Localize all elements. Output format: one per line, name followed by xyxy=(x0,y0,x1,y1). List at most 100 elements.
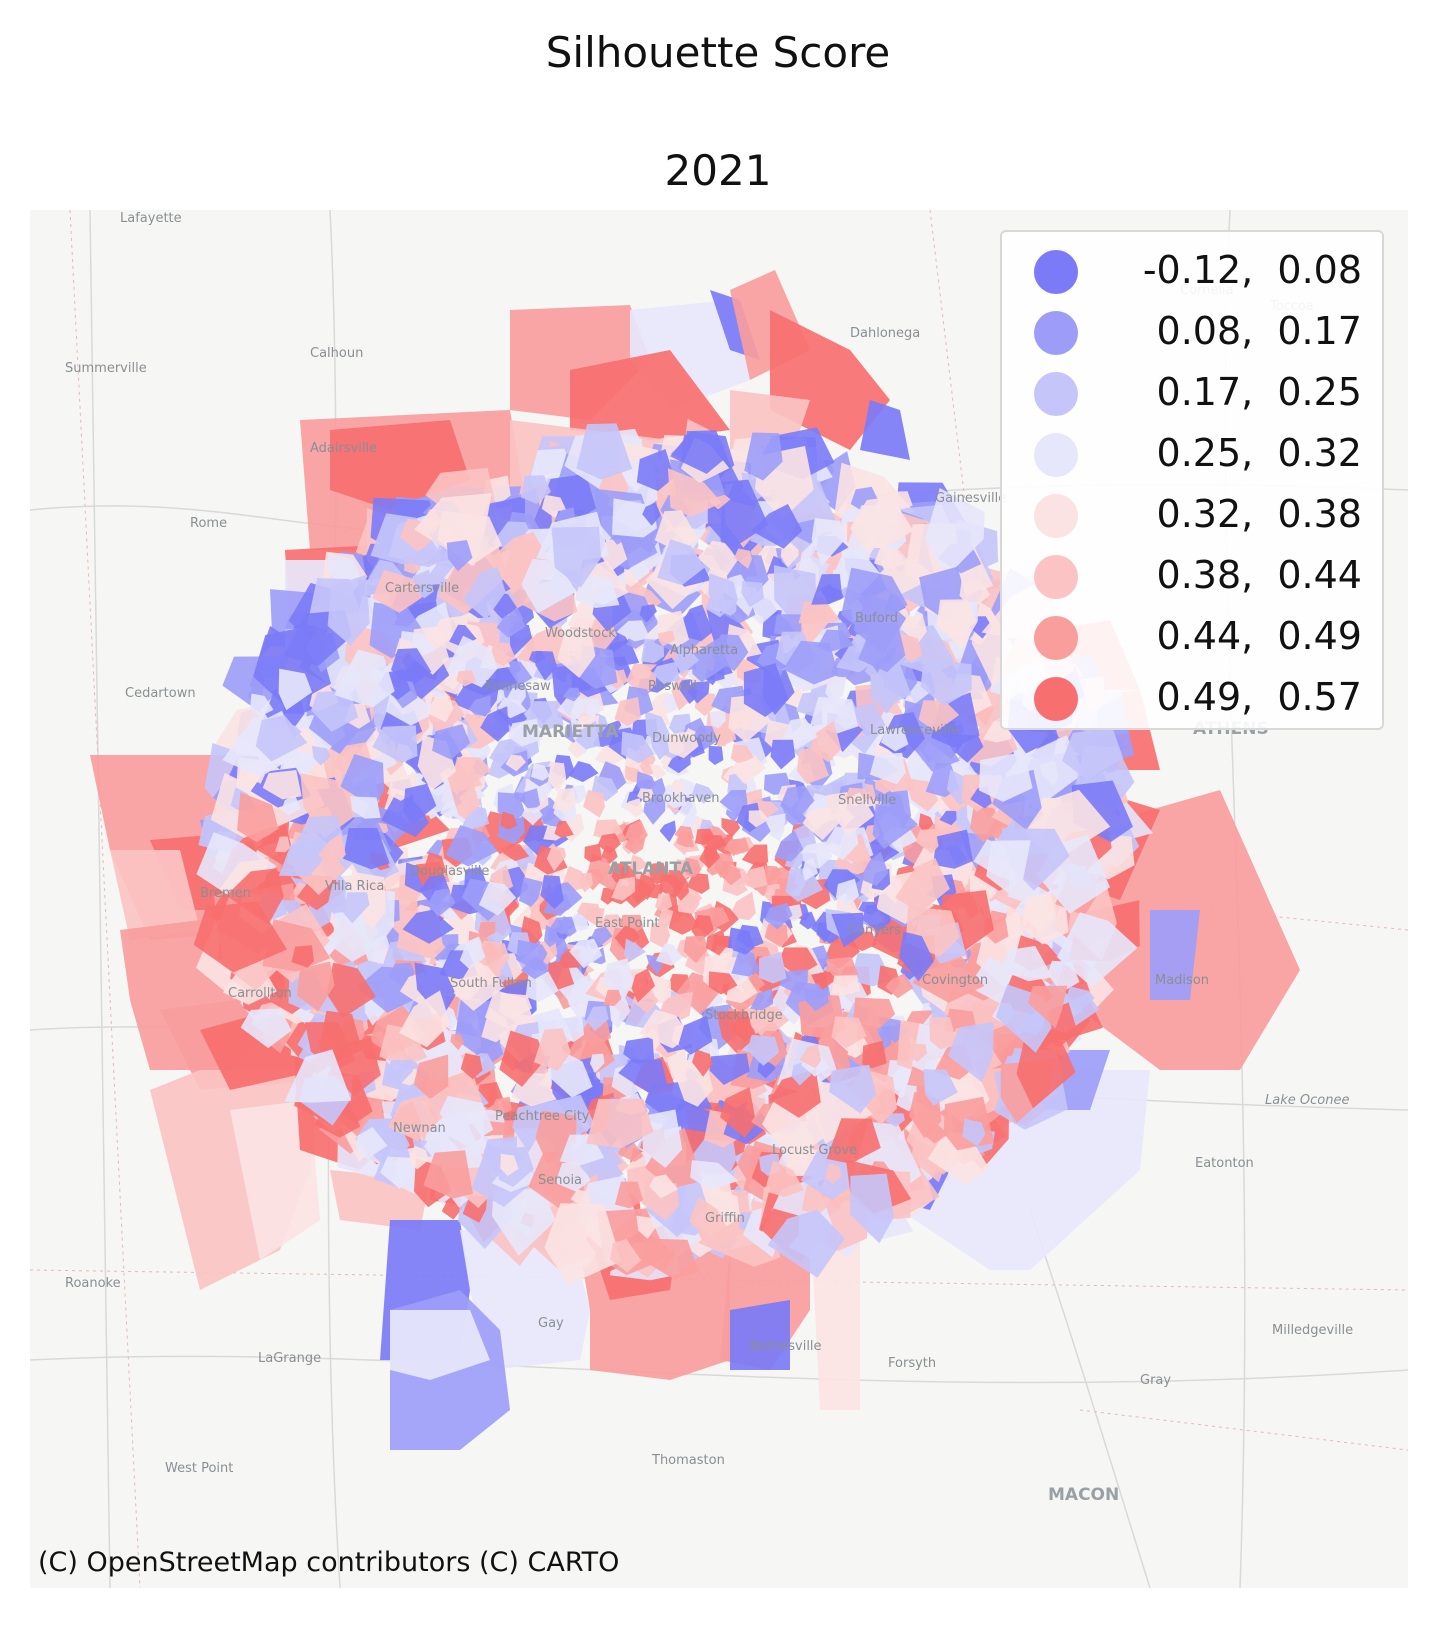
census-tract xyxy=(706,929,726,956)
census-tract xyxy=(437,545,507,615)
census-tract xyxy=(500,1153,519,1177)
census-tract xyxy=(655,943,683,966)
place-label: Villa Rica xyxy=(325,879,384,894)
census-tract xyxy=(530,763,550,781)
census-tract xyxy=(799,911,817,930)
legend-label: 0.17, 0.25 xyxy=(1144,370,1362,414)
census-tract xyxy=(923,1069,958,1106)
census-tract xyxy=(650,736,672,761)
census-tract xyxy=(520,788,541,812)
legend-swatch xyxy=(1034,677,1078,721)
census-tract xyxy=(327,574,370,646)
census-tract xyxy=(256,823,293,865)
census-tract xyxy=(638,872,656,901)
census-tract xyxy=(764,883,782,905)
census-tract xyxy=(659,820,676,843)
census-tract xyxy=(496,615,526,638)
census-tract xyxy=(829,1064,876,1114)
census-tract xyxy=(618,1059,668,1093)
census-tract xyxy=(1016,1033,1076,1109)
census-tract xyxy=(741,581,764,608)
place-label: Roswell xyxy=(648,679,697,694)
census-tract xyxy=(468,695,491,719)
census-tract xyxy=(880,727,909,752)
place-label: Lafayette xyxy=(120,211,182,226)
region xyxy=(230,1100,320,1260)
census-tract xyxy=(649,922,671,949)
census-tract xyxy=(686,873,710,894)
place-label: Gainesville xyxy=(935,491,1006,506)
place-label: Gray xyxy=(1140,1373,1171,1388)
legend-swatch xyxy=(1034,250,1078,294)
census-tract xyxy=(614,925,640,951)
census-tract xyxy=(642,502,661,526)
map-subtitle: 2021 xyxy=(664,146,772,195)
census-tract xyxy=(831,1016,867,1049)
census-tract xyxy=(770,1068,821,1118)
census-tract xyxy=(624,837,646,855)
census-tract xyxy=(691,915,714,943)
place-label: Alpharetta xyxy=(670,643,738,658)
census-tract xyxy=(777,1132,795,1149)
census-tract xyxy=(1000,945,1053,982)
census-tract xyxy=(291,945,314,968)
census-tract xyxy=(576,902,602,922)
census-tract xyxy=(689,1196,728,1237)
census-tract xyxy=(281,795,302,816)
census-tract xyxy=(666,870,687,892)
census-tract xyxy=(631,968,656,1003)
census-tract xyxy=(540,875,564,910)
region xyxy=(110,850,200,940)
census-tract xyxy=(780,785,815,821)
census-tract xyxy=(762,813,786,842)
census-tract xyxy=(311,690,359,732)
census-tract xyxy=(835,878,859,906)
census-tract xyxy=(636,449,675,491)
census-tract xyxy=(814,1081,873,1144)
map-title: Silhouette Score xyxy=(545,28,891,77)
census-tract xyxy=(802,858,819,881)
census-tract xyxy=(1066,986,1095,1013)
place-label: Buford xyxy=(855,611,898,626)
census-tract xyxy=(372,569,423,613)
census-tract xyxy=(751,504,803,549)
census-tract xyxy=(226,868,284,925)
census-tract xyxy=(643,797,666,825)
census-tract xyxy=(764,1160,804,1197)
census-tract xyxy=(815,972,837,990)
census-tract xyxy=(719,789,748,817)
legend-swatch xyxy=(1034,311,1078,355)
census-tract xyxy=(822,826,859,860)
census-tract xyxy=(748,810,769,828)
census-tract xyxy=(678,1015,713,1055)
census-tract xyxy=(764,924,788,947)
census-tract xyxy=(936,599,978,649)
region xyxy=(390,1310,490,1380)
map-place-labels: LafayetteCalhounSummervilleDahlonegaTocc… xyxy=(65,211,1353,1505)
census-tract xyxy=(639,1009,691,1049)
census-tract xyxy=(413,1054,449,1099)
census-tract xyxy=(546,845,567,872)
census-tract xyxy=(275,836,291,853)
place-label: Lawrenceville xyxy=(870,723,959,738)
census-tract xyxy=(636,771,656,793)
census-tract xyxy=(841,567,908,635)
census-tract xyxy=(456,670,477,687)
place-label: Stockbridge xyxy=(705,1008,783,1023)
place-label: West Point xyxy=(165,1461,233,1476)
place-label: East Point xyxy=(595,916,659,931)
census-tract xyxy=(1062,727,1123,781)
census-tract xyxy=(779,969,808,995)
census-tract xyxy=(383,1059,413,1086)
census-tract xyxy=(895,857,950,913)
place-label: Madison xyxy=(1155,973,1209,988)
place-label: Griffin xyxy=(705,1211,745,1226)
census-tract xyxy=(920,658,972,707)
census-tract xyxy=(327,552,362,586)
map-canvas: LafayetteCalhounSummervilleDahlonegaTocc… xyxy=(30,210,1408,1588)
census-tract xyxy=(340,754,385,808)
census-tract xyxy=(666,731,699,759)
census-tract xyxy=(355,1127,388,1159)
place-label: Newnan xyxy=(393,1121,446,1136)
census-tract xyxy=(342,892,370,924)
